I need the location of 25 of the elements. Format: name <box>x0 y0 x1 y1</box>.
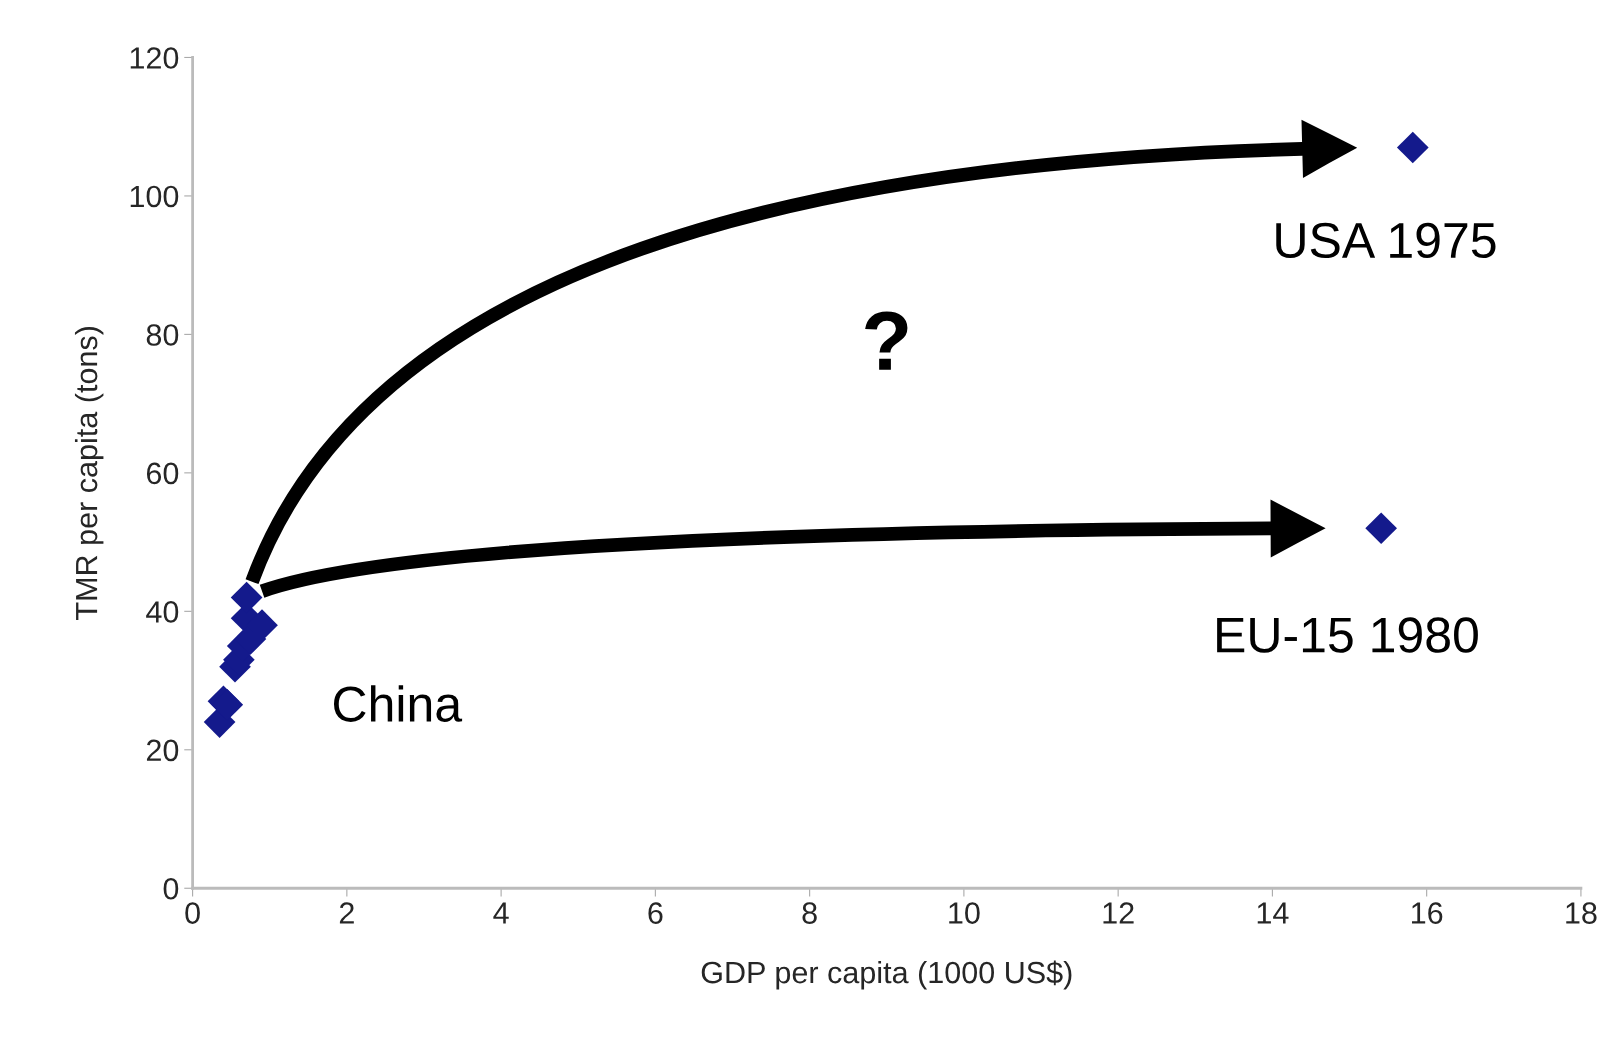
y-tick-label: 20 <box>146 739 179 762</box>
x-tick-label: 12 <box>1103 902 1134 924</box>
x-tick-label: 0 <box>185 902 200 924</box>
x-tick-label: 14 <box>1257 902 1289 924</box>
y-tick-label: 60 <box>146 462 179 485</box>
y-tick-label: 40 <box>146 601 179 623</box>
y-axis-title: TMR per capita (tons) <box>74 327 104 620</box>
y-tick-label: 100 <box>130 185 179 208</box>
y-tick-label: 120 <box>130 47 179 69</box>
annotation: EU-15 1980 <box>1217 617 1478 653</box>
x-axis-title: GDP per capita (1000 US$) <box>701 960 1072 990</box>
point <box>1396 131 1429 164</box>
annotation: USA 1975 <box>1276 222 1496 259</box>
y-tick-label: 0 <box>163 877 179 900</box>
x-tick-label: 8 <box>802 902 817 924</box>
annotation: ? <box>865 311 908 370</box>
annotation: China <box>334 685 463 722</box>
point <box>1365 512 1397 545</box>
x-tick-label: 6 <box>648 902 663 924</box>
x-tick-label: 18 <box>1566 902 1597 924</box>
x-tick-label: 4 <box>493 902 509 924</box>
x-tick-label: 16 <box>1412 902 1443 924</box>
y-tick-label: 80 <box>146 324 179 346</box>
x-tick-label: 10 <box>949 902 980 924</box>
x-tick-label: 2 <box>339 902 354 924</box>
